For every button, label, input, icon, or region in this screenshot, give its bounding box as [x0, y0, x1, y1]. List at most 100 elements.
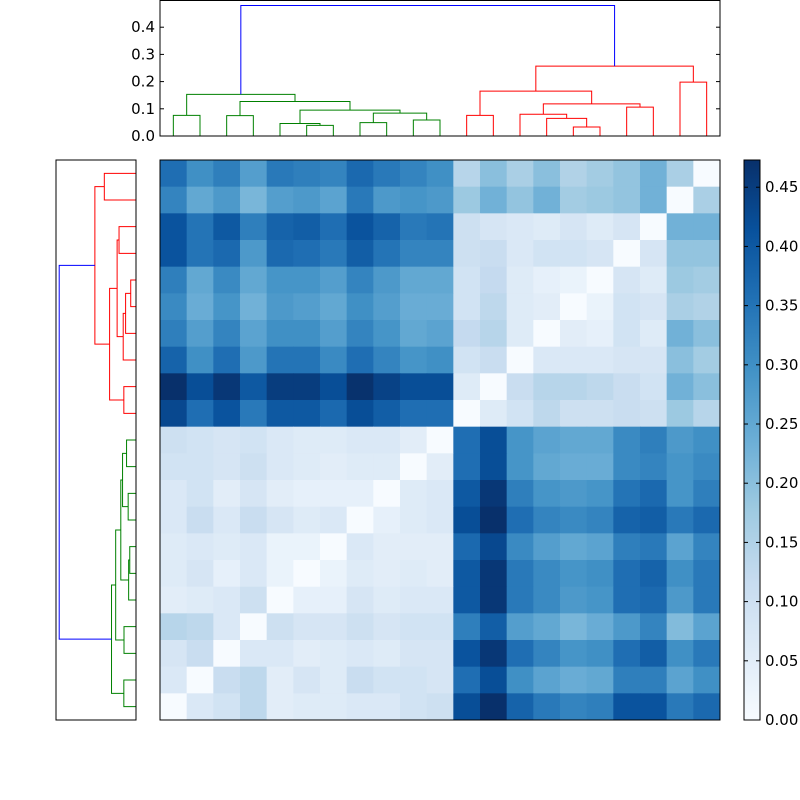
heatmap-cell: [666, 480, 694, 508]
heatmap-cell: [693, 480, 721, 508]
heatmap-cell: [506, 533, 534, 561]
heatmap-cell: [346, 640, 374, 668]
heatmap-cell: [373, 400, 401, 428]
heatmap-cell: [480, 293, 508, 321]
heatmap-cell: [533, 560, 561, 588]
colorbar-tick-label: 0.40: [765, 237, 798, 255]
heatmap-cell: [560, 213, 588, 241]
heatmap-cell: [346, 346, 374, 374]
heatmap-cell: [506, 213, 534, 241]
heatmap-cell: [613, 480, 641, 508]
heatmap-cell: [506, 293, 534, 321]
heatmap-cell: [240, 346, 268, 374]
heatmap-cell: [640, 453, 668, 481]
heatmap-cell: [186, 346, 214, 374]
heatmap-cell: [640, 666, 668, 694]
heatmap-cell: [640, 586, 668, 614]
heatmap-cell: [560, 586, 588, 614]
heatmap-cell: [560, 693, 588, 721]
heatmap-cell: [266, 320, 294, 348]
heatmap-cell: [453, 613, 481, 641]
heatmap-cell: [533, 453, 561, 481]
heatmap-cell: [186, 613, 214, 641]
heatmap-cell: [400, 213, 428, 241]
heatmap-cell: [586, 613, 614, 641]
heatmap-cell: [426, 266, 454, 294]
heatmap-cell: [506, 186, 534, 214]
heatmap-cell: [666, 400, 694, 428]
heatmap-cell: [506, 346, 534, 374]
heatmap-cell: [426, 533, 454, 561]
heatmap-cell: [480, 560, 508, 588]
heatmap-cell: [453, 373, 481, 401]
heatmap-cell: [640, 560, 668, 588]
heatmap-cell: [186, 666, 214, 694]
heatmap-cell: [426, 453, 454, 481]
heatmap-cell: [293, 400, 321, 428]
heatmap-cell: [320, 693, 348, 721]
heatmap-cell: [373, 266, 401, 294]
colorbar-axis: 0.00 0.05 0.10 0.15 0.20 0.25 0.30 0.35 0.40 0.45: [744, 178, 798, 729]
heatmap-cell: [693, 586, 721, 614]
heatmap-cell: [586, 293, 614, 321]
heatmap-cell: [346, 266, 374, 294]
heatmap-cell: [693, 186, 721, 214]
heatmap-cell: [293, 586, 321, 614]
heatmap-cell: [400, 533, 428, 561]
heatmap-cell: [186, 400, 214, 428]
heatmap-cell: [160, 613, 188, 641]
top-dendrogram-y-axis: 0.0 0.1 0.2 0.3 0.4: [131, 18, 720, 145]
heatmap-cell: [346, 506, 374, 534]
heatmap-cell: [320, 666, 348, 694]
heatmap-cell: [613, 293, 641, 321]
heatmap-cell: [453, 506, 481, 534]
heatmap-cell: [346, 293, 374, 321]
heatmap-cell: [266, 400, 294, 428]
heatmap-cell: [693, 453, 721, 481]
heatmap-cell: [373, 160, 401, 188]
heatmap-cell: [640, 240, 668, 268]
heatmap-cell: [293, 373, 321, 401]
heatmap-cell: [693, 400, 721, 428]
heatmap-cell: [666, 586, 694, 614]
heatmap-cell: [506, 506, 534, 534]
heatmap-cell: [666, 186, 694, 214]
dendrogram-link: [123, 626, 136, 654]
heatmap-cell: [293, 160, 321, 188]
dendrogram-tick-label: 0.2: [131, 73, 155, 91]
heatmap-cell: [693, 293, 721, 321]
dendrogram-link: [186, 93, 296, 116]
heatmap-cell: [346, 426, 374, 454]
heatmap-cell: [320, 640, 348, 668]
heatmap-cell: [186, 506, 214, 534]
heatmap-cell: [400, 320, 428, 348]
heatmap-cell: [293, 266, 321, 294]
heatmap-cell: [560, 320, 588, 348]
heatmap-cell: [506, 480, 534, 508]
heatmap-cell: [400, 266, 428, 294]
heatmap-cell: [293, 506, 321, 534]
heatmap-cell: [426, 426, 454, 454]
heatmap-cell: [266, 373, 294, 401]
heatmap-cell: [213, 426, 241, 454]
heatmap-cell: [320, 293, 348, 321]
heatmap-cell: [426, 186, 454, 214]
heatmap-cell: [186, 240, 214, 268]
heatmap-cell: [640, 533, 668, 561]
heatmap-cell: [293, 533, 321, 561]
heatmap-cell: [213, 373, 241, 401]
heatmap-cell: [533, 426, 561, 454]
heatmap-cell: [320, 240, 348, 268]
heatmap-cell: [560, 480, 588, 508]
heatmap-cell: [293, 666, 321, 694]
heatmap-cell: [586, 480, 614, 508]
heatmap-cell: [160, 586, 188, 614]
heatmap-cell: [346, 533, 374, 561]
heatmap-cell: [400, 506, 428, 534]
heatmap-cell: [160, 160, 188, 188]
heatmap-cell: [506, 320, 534, 348]
heatmap-cell: [400, 480, 428, 508]
heatmap-cell: [373, 453, 401, 481]
heatmap-cell: [693, 160, 721, 188]
